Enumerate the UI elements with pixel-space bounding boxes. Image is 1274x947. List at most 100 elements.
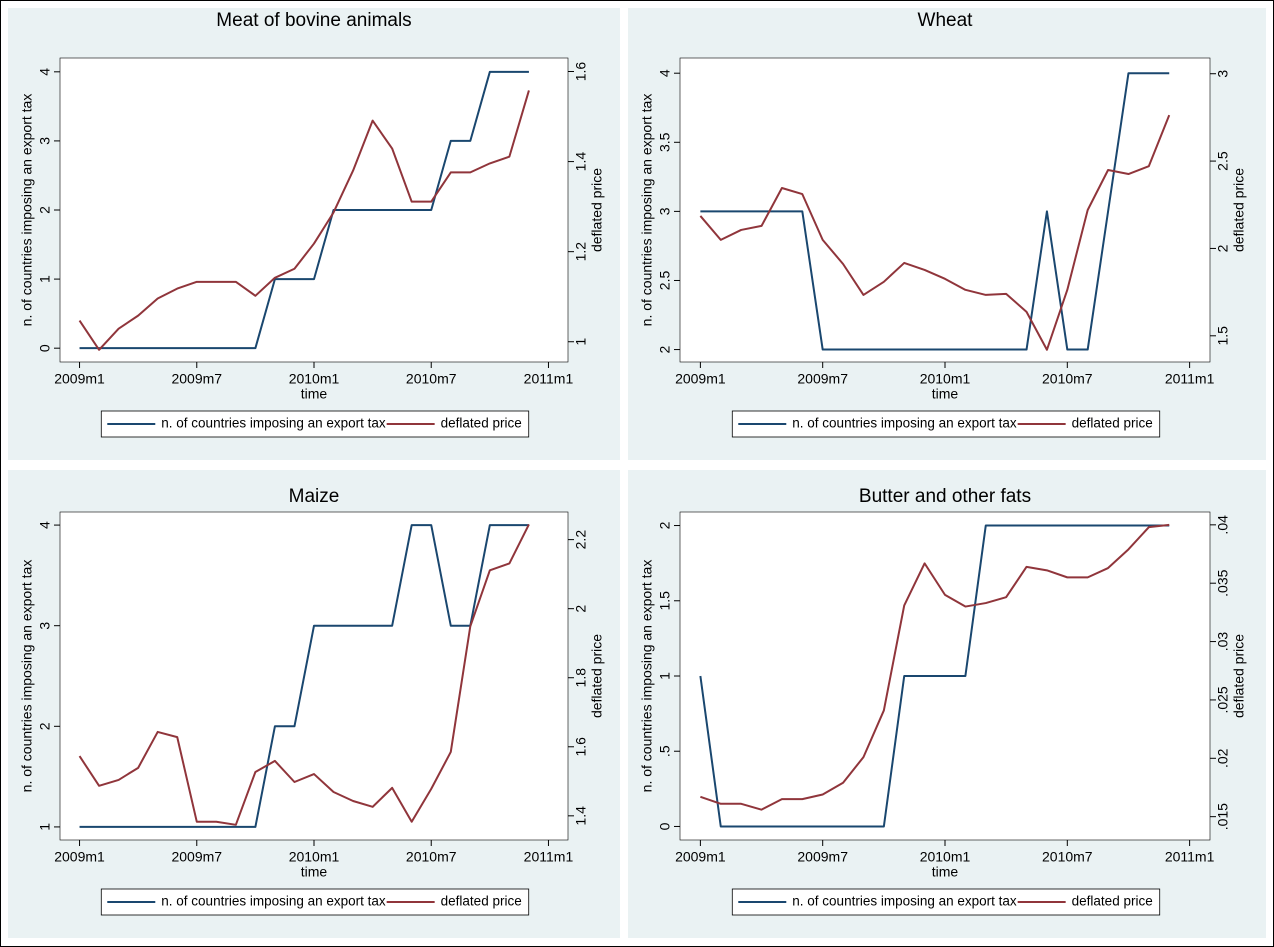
y-tick-label: 0 [657, 822, 673, 830]
legend-label: n. of countries imposing an export tax [161, 416, 386, 431]
y2-tick-label: 3 [1215, 70, 1231, 78]
y2-tick-label: 2 [573, 605, 589, 613]
y-tick-label: 3.5 [657, 132, 673, 152]
chart-title: Butter and other fats [859, 486, 1031, 507]
legend: n. of countries imposing an export tax de… [100, 410, 530, 438]
subplot: Maize 2009m1 2009m7 2010m1 2010m7 2011m1 time 1… [8, 470, 620, 938]
y-tick-label: 4 [37, 521, 53, 529]
y-tick-label: 4 [657, 69, 673, 77]
y2-tick-label: 1.8 [573, 668, 589, 688]
x-tick-label: 2010m7 [406, 849, 457, 865]
legend: n. of countries imposing an export tax de… [100, 888, 530, 916]
y-tick-label: .5 [657, 745, 673, 757]
y-tick-label: 2 [37, 722, 53, 730]
x-tick-label: 2010m1 [920, 371, 971, 387]
y-tick-label: 3 [37, 622, 53, 630]
y2-tick-label: .03 [1215, 632, 1231, 652]
plot-area [59, 57, 569, 363]
legend-box [100, 410, 530, 438]
y-tick-label: 3 [37, 137, 53, 145]
x-tick-label: 2011m1 [524, 371, 574, 387]
y-tick-label: 2 [657, 521, 673, 529]
y2-tick-label: .02 [1215, 748, 1231, 768]
series-line [78, 90, 530, 351]
subplot: Meat of bovine animals 2009m1 2009m7 2010m1… [8, 8, 620, 460]
y2-tick-label: 2.2 [573, 530, 589, 550]
x-tick-label: 2010m1 [920, 849, 971, 865]
y-tick-label: 2 [37, 206, 53, 214]
x-tick-label: 2009m7 [797, 371, 848, 387]
legend-label: n. of countries imposing an export tax [161, 894, 386, 909]
y-tick-label: 0 [37, 344, 53, 352]
legend-label: deflated price [441, 416, 522, 431]
x-tick-label: 2009m1 [54, 849, 105, 865]
plot-area [59, 511, 569, 841]
y2-tick-label: 2.5 [1215, 151, 1231, 171]
x-tick-label: 2010m1 [289, 371, 340, 387]
legend-label: deflated price [1072, 894, 1153, 909]
y2-tick-label: 2 [1215, 244, 1231, 252]
x-tick-label: 2009m1 [54, 371, 105, 387]
legend: n. of countries imposing an export tax de… [731, 888, 1161, 916]
chart-title: Maize [289, 486, 340, 507]
y-tick-label: 2.5 [657, 271, 673, 291]
y-tick-label: 3 [657, 207, 673, 215]
plot-area [679, 57, 1211, 363]
y2-tick-label: 1 [573, 338, 589, 346]
series-line [699, 524, 1170, 828]
y2-tick-label: 1.6 [573, 737, 589, 757]
y-tick-label: 2 [657, 345, 673, 353]
x-tick-label: 2009m1 [675, 849, 726, 865]
y2-tick-label: 1.6 [573, 62, 589, 82]
y2-axis-label: deflated price [589, 168, 605, 252]
x-axis-label: time [932, 864, 959, 880]
series-line [78, 523, 530, 826]
y2-tick-label: 1.4 [573, 806, 589, 826]
x-tick-label: 2009m1 [675, 371, 726, 387]
chart-title: Wheat [918, 10, 974, 31]
series-line [700, 523, 1170, 811]
y2-tick-label: .025 [1215, 686, 1231, 713]
y-axis-label: n. of countries imposing an export tax [19, 560, 35, 793]
legend-label: n. of countries imposing an export tax [792, 416, 1017, 431]
y-axis-label: n. of countries imposing an export tax [639, 560, 655, 793]
legend-label: deflated price [441, 894, 522, 909]
y-tick-label: 4 [37, 68, 53, 76]
subplot: Butter and other fats 2009m1 2009m7 2010m1 2… [628, 470, 1266, 938]
y2-tick-label: 1.2 [573, 242, 589, 262]
legend-box [100, 888, 530, 916]
y-tick-label: 1 [37, 275, 53, 283]
y2-tick-label: 1.5 [1215, 326, 1231, 346]
y-axis-label: n. of countries imposing an export tax [639, 94, 655, 327]
y-tick-label: 1 [37, 823, 53, 831]
y-tick-label: 1 [657, 672, 673, 680]
series-line [79, 524, 529, 828]
legend-box [731, 410, 1161, 438]
legend: n. of countries imposing an export tax de… [731, 410, 1161, 438]
y2-tick-label: .015 [1215, 803, 1231, 830]
chart-title: Meat of bovine animals [216, 10, 411, 31]
x-axis-label: time [301, 864, 328, 880]
subplot: Wheat 2009m1 2009m7 2010m1 2010m7 2011m1 time 2… [628, 8, 1266, 460]
x-tick-label: 2010m7 [406, 371, 457, 387]
y2-axis-label: deflated price [1231, 168, 1247, 252]
x-tick-label: 2011m1 [524, 849, 574, 865]
y2-tick-label: 1.4 [573, 152, 589, 172]
y2-axis-label: deflated price [589, 634, 605, 718]
series-line [699, 114, 1171, 351]
y-axis-label: n. of countries imposing an export tax [19, 94, 35, 327]
x-tick-label: 2010m7 [1042, 371, 1093, 387]
series-line [79, 70, 529, 350]
x-tick-label: 2011m1 [1165, 849, 1215, 865]
y2-tick-label: .04 [1215, 515, 1231, 535]
y2-tick-label: .035 [1215, 569, 1231, 596]
x-tick-label: 2011m1 [1165, 371, 1215, 387]
x-tick-label: 2009m7 [171, 371, 222, 387]
legend-box [731, 888, 1161, 916]
legend-label: n. of countries imposing an export tax [792, 894, 1017, 909]
x-tick-label: 2009m7 [171, 849, 222, 865]
legend-label: deflated price [1072, 416, 1153, 431]
y2-axis-label: deflated price [1231, 634, 1247, 718]
x-axis-label: time [932, 386, 959, 402]
